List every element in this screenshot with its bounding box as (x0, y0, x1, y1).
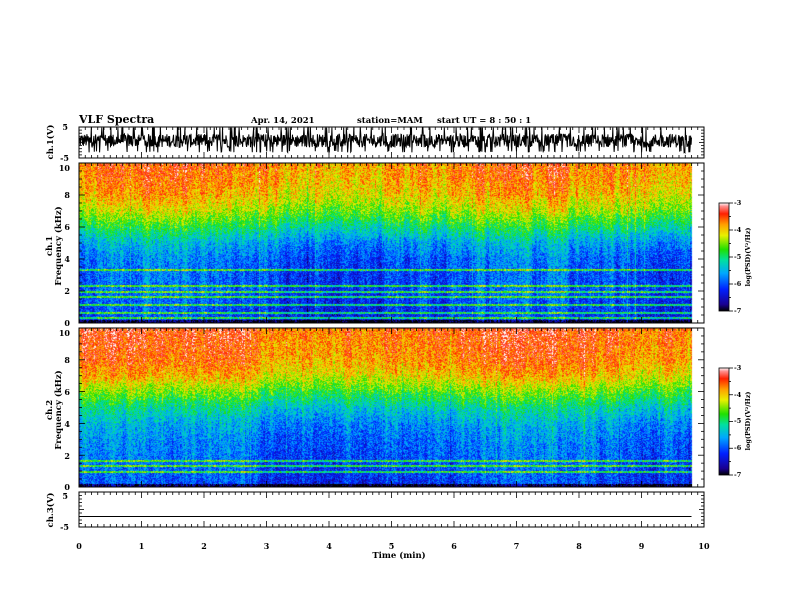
ch2-colorbar-tick-m3: -3 (734, 364, 742, 372)
ch1-spectrogram-panel: 0 2 4 6 8 10 ch.1 Frequency (kHz) -3 -4 … (45, 162, 752, 328)
ch2-spec-ytick-0: 0 (64, 482, 70, 492)
date-label: Apr. 14, 2021 (250, 116, 315, 126)
xtick-label-4: 4 (326, 541, 332, 551)
ch2-spec-ytick-4: 4 (64, 419, 70, 429)
ch2-spec-ytick-8: 8 (64, 355, 70, 365)
ch2-spec-ytick-10: 10 (59, 328, 71, 338)
station-label: station=MAM (357, 116, 423, 126)
ch1-spec-ytick-8: 8 (64, 190, 70, 200)
ch2-colorbar-tick-m6: -6 (734, 444, 742, 452)
ch1-ytick-bottom: -5 (60, 153, 69, 163)
ch2-spectrogram-ticks (78, 327, 705, 488)
xtick-label-8: 8 (576, 541, 582, 551)
ch2-spectrogram-image (79, 328, 704, 487)
ch3-waveform-panel: 5 -5 ch.3(V) (45, 491, 705, 532)
ch1-spec-ylabel-freq: Frequency (kHz) (53, 206, 64, 285)
ch1-spectrogram-ticks (78, 162, 705, 324)
ch1-colorbar-tick-m5: -5 (734, 253, 742, 261)
ch1-spec-ylabel-channel: ch.1 (45, 236, 55, 256)
ch1-spec-ytick-2: 2 (64, 286, 70, 296)
ch1-colorbar-tick-m7: -7 (734, 307, 741, 315)
ch1-colorbar (718, 202, 730, 312)
ch1-spectrogram-image (79, 163, 704, 323)
xtick-label-7: 7 (514, 541, 520, 551)
ch1-ylabel: ch.1(V) (45, 125, 56, 160)
ch1-spec-ytick-6: 6 (64, 222, 70, 232)
ch2-colorbar (718, 367, 730, 476)
ch2-colorbar-label: log(PSD)(V²/Hz) (744, 392, 752, 451)
ch2-colorbar-tick-m7: -7 (734, 471, 741, 479)
ch3-waveform-ticks (78, 491, 705, 528)
ch1-spec-ytick-10: 10 (59, 163, 71, 173)
ch1-waveform-trace (78, 127, 692, 155)
xtick-label-2: 2 (201, 541, 207, 551)
ch1-spec-ylabel: ch.1 Frequency (kHz) (45, 206, 64, 285)
ch1-colorbar-tick-m6: -6 (734, 280, 742, 288)
figure-title: VLF Spectra (78, 113, 154, 126)
ch2-spec-ytick-6: 6 (64, 387, 70, 397)
ch3-ytick-bottom: -5 (60, 522, 69, 532)
ch3-ylabel: ch.3(V) (45, 493, 56, 528)
xtick-label-3: 3 (264, 541, 270, 551)
ch1-waveform-ticks (78, 126, 705, 159)
ch2-spec-ylabel: ch.2 Frequency (kHz) (45, 370, 64, 449)
ch1-spec-ytick-4: 4 (64, 254, 70, 264)
ch2-spectrogram-panel: 0 2 4 6 8 10 ch.2 Frequency (kHz) -3 -4 … (45, 327, 752, 492)
start-time-label: start UT = 8 : 50 : 1 (437, 116, 531, 126)
ch1-colorbar-ticks (729, 202, 733, 312)
ch1-colorbar-label: log(PSD)(V²/Hz) (744, 228, 752, 287)
xtick-label-1: 1 (139, 541, 145, 551)
ch3-ytick-top: 5 (62, 491, 68, 501)
ch2-colorbar-ticks (729, 367, 733, 476)
xtick-label-9: 9 (639, 541, 645, 551)
ch1-ytick-top: 5 (62, 122, 68, 132)
ch2-colorbar-tick-m4: -4 (734, 391, 742, 399)
xtick-label-6: 6 (451, 541, 457, 551)
xtick-label-10: 10 (698, 541, 710, 551)
xtick-label-0: 0 (76, 541, 82, 551)
ch1-colorbar-tick-m3: -3 (734, 199, 742, 207)
x-axis-label: Time (min) (372, 550, 425, 561)
ch2-spec-ylabel-channel: ch.2 (45, 400, 55, 420)
x-axis: 0 1 2 3 4 5 6 7 8 9 10 Time (min) (76, 541, 710, 561)
ch2-spec-ytick-2: 2 (64, 451, 70, 461)
ch1-colorbar-tick-m4: -4 (734, 226, 742, 234)
xtick-label-5: 5 (389, 541, 395, 551)
ch1-waveform-panel: 5 -5 ch.1(V) (45, 122, 705, 163)
ch2-colorbar-tick-m5: -5 (734, 417, 742, 425)
ch1-spec-ytick-0: 0 (64, 318, 70, 328)
ch2-spec-ylabel-freq: Frequency (kHz) (53, 370, 64, 449)
